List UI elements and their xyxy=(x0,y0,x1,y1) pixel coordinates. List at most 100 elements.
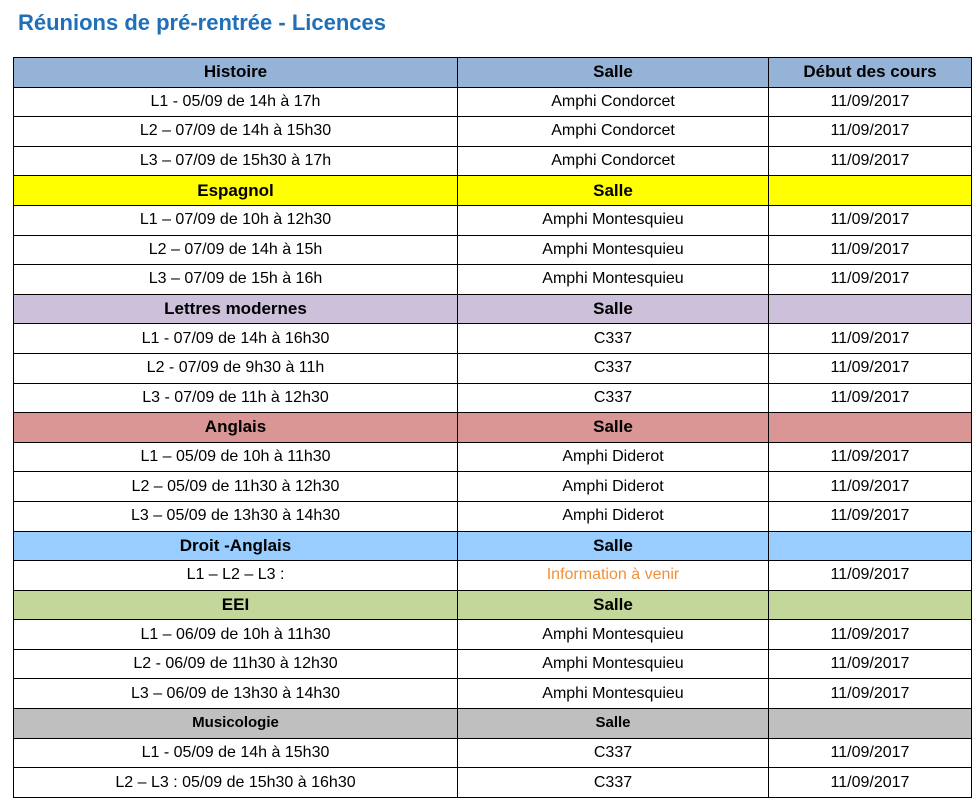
debut-header: Début des cours xyxy=(768,57,972,88)
salle-cell: C337 xyxy=(457,382,769,414)
table-row: L1 - 05/09 de 14h à 15h30 C337 11/09/201… xyxy=(13,737,972,769)
salle-header: Salle xyxy=(457,412,769,443)
salle-cell: C337 xyxy=(457,323,769,354)
debut-cell: 11/09/2017 xyxy=(768,86,972,118)
section-name: Lettres modernes xyxy=(13,293,458,325)
salle-header: Salle xyxy=(457,530,769,562)
section-name: Anglais xyxy=(13,412,458,443)
table-row: L3 – 07/09 de 15h30 à 17h Amphi Condorce… xyxy=(13,145,972,177)
slot-cell: L1 - 05/09 de 14h à 17h xyxy=(13,86,458,118)
section-header-droit-anglais: Droit -Anglais Salle xyxy=(13,530,972,562)
debut-cell: 11/09/2017 xyxy=(768,500,972,532)
section-header-eei: EEI Salle xyxy=(13,589,972,621)
section-name: Histoire xyxy=(13,57,458,88)
debut-cell: 11/09/2017 xyxy=(768,441,972,473)
salle-cell: Amphi Condorcet xyxy=(457,86,769,118)
slot-cell: L2 - 06/09 de 11h30 à 12h30 xyxy=(13,648,458,680)
section-header-lettres-modernes: Lettres modernes Salle xyxy=(13,293,972,325)
section-header-histoire: Histoire Salle Début des cours xyxy=(13,57,972,88)
slot-cell: L3 – 07/09 de 15h30 à 17h xyxy=(13,145,458,177)
debut-cell: 11/09/2017 xyxy=(768,145,972,177)
salle-pending-cell: Information à venir xyxy=(457,560,769,591)
debut-cell: 11/09/2017 xyxy=(768,648,972,680)
table-row: L1 – L2 – L3 : Information à venir 11/09… xyxy=(13,560,972,591)
slot-cell: L1 - 07/09 de 14h à 16h30 xyxy=(13,323,458,354)
section-header-espagnol: Espagnol Salle xyxy=(13,175,972,206)
debut-cell: 11/09/2017 xyxy=(768,619,972,650)
salle-cell: C337 xyxy=(457,767,769,798)
salle-header: Salle xyxy=(457,708,769,739)
salle-cell: C337 xyxy=(457,737,769,769)
table-row: L1 – 05/09 de 10h à 11h30 Amphi Diderot … xyxy=(13,441,972,473)
debut-cell: 11/09/2017 xyxy=(768,264,972,295)
salle-cell: Amphi Montesquieu xyxy=(457,234,769,266)
section-header-anglais: Anglais Salle xyxy=(13,412,972,443)
salle-cell: Amphi Condorcet xyxy=(457,116,769,147)
salle-cell: C337 xyxy=(457,352,769,384)
slot-cell: L2 – 07/09 de 14h à 15h xyxy=(13,234,458,266)
debut-cell: 11/09/2017 xyxy=(768,234,972,266)
slot-cell: L3 - 07/09 de 11h à 12h30 xyxy=(13,382,458,414)
table-row: L2 - 06/09 de 11h30 à 12h30 Amphi Montes… xyxy=(13,648,972,680)
slot-cell: L2 – 05/09 de 11h30 à 12h30 xyxy=(13,471,458,502)
slot-cell: L1 – 06/09 de 10h à 11h30 xyxy=(13,619,458,650)
slot-cell: L1 – L2 – L3 : xyxy=(13,560,458,591)
table-row: L2 – L3 : 05/09 de 15h30 à 16h30 C337 11… xyxy=(13,767,972,798)
section-name: EEI xyxy=(13,589,458,621)
salle-header: Salle xyxy=(457,175,769,206)
debut-header xyxy=(768,175,972,206)
debut-header xyxy=(768,412,972,443)
salle-header: Salle xyxy=(457,293,769,325)
salle-cell: Amphi Diderot xyxy=(457,441,769,473)
table-row: L1 – 07/09 de 10h à 12h30 Amphi Montesqu… xyxy=(13,204,972,236)
section-name: Musicologie xyxy=(13,708,458,739)
salle-cell: Amphi Diderot xyxy=(457,471,769,502)
table-row: L2 – 07/09 de 14h à 15h Amphi Montesquie… xyxy=(13,234,972,266)
section-name: Droit -Anglais xyxy=(13,530,458,562)
debut-header xyxy=(768,589,972,621)
debut-cell: 11/09/2017 xyxy=(768,352,972,384)
debut-cell: 11/09/2017 xyxy=(768,737,972,769)
salle-cell: Amphi Condorcet xyxy=(457,145,769,177)
slot-cell: L2 - 07/09 de 9h30 à 11h xyxy=(13,352,458,384)
salle-cell: Amphi Diderot xyxy=(457,500,769,532)
table-row: L3 – 05/09 de 13h30 à 14h30 Amphi Didero… xyxy=(13,500,972,532)
debut-header xyxy=(768,530,972,562)
salle-cell: Amphi Montesquieu xyxy=(457,619,769,650)
slot-cell: L1 – 07/09 de 10h à 12h30 xyxy=(13,204,458,236)
table-row: L3 – 06/09 de 13h30 à 14h30 Amphi Montes… xyxy=(13,678,972,710)
salle-cell: Amphi Montesquieu xyxy=(457,648,769,680)
debut-cell: 11/09/2017 xyxy=(768,471,972,502)
table-row: L2 – 05/09 de 11h30 à 12h30 Amphi Didero… xyxy=(13,471,972,502)
slot-cell: L1 – 05/09 de 10h à 11h30 xyxy=(13,441,458,473)
salle-cell: Amphi Montesquieu xyxy=(457,678,769,710)
slot-cell: L1 - 05/09 de 14h à 15h30 xyxy=(13,737,458,769)
section-header-musicologie: Musicologie Salle xyxy=(13,708,972,739)
slot-cell: L2 – 07/09 de 14h à 15h30 xyxy=(13,116,458,147)
slot-cell: L3 – 07/09 de 15h à 16h xyxy=(13,264,458,295)
table-row: L2 - 07/09 de 9h30 à 11h C337 11/09/2017 xyxy=(13,352,972,384)
debut-cell: 11/09/2017 xyxy=(768,560,972,591)
debut-cell: 11/09/2017 xyxy=(768,767,972,798)
debut-cell: 11/09/2017 xyxy=(768,678,972,710)
slot-cell: L2 – L3 : 05/09 de 15h30 à 16h30 xyxy=(13,767,458,798)
debut-cell: 11/09/2017 xyxy=(768,116,972,147)
debut-cell: 11/09/2017 xyxy=(768,204,972,236)
salle-cell: Amphi Montesquieu xyxy=(457,264,769,295)
salle-header: Salle xyxy=(457,57,769,88)
page-title: Réunions de pré-rentrée - Licences xyxy=(18,10,386,35)
salle-cell: Amphi Montesquieu xyxy=(457,204,769,236)
salle-header: Salle xyxy=(457,589,769,621)
table-row: L3 - 07/09 de 11h à 12h30 C337 11/09/201… xyxy=(13,382,972,414)
table-row: L3 – 07/09 de 15h à 16h Amphi Montesquie… xyxy=(13,264,972,295)
schedule-table: Histoire Salle Début des cours L1 - 05/0… xyxy=(13,57,972,798)
table-row: L1 - 07/09 de 14h à 16h30 C337 11/09/201… xyxy=(13,323,972,354)
slot-cell: L3 – 05/09 de 13h30 à 14h30 xyxy=(13,500,458,532)
table-row: L1 - 05/09 de 14h à 17h Amphi Condorcet … xyxy=(13,86,972,118)
section-name: Espagnol xyxy=(13,175,458,206)
debut-header xyxy=(768,293,972,325)
table-row: L1 – 06/09 de 10h à 11h30 Amphi Montesqu… xyxy=(13,619,972,650)
debut-header xyxy=(768,708,972,739)
debut-cell: 11/09/2017 xyxy=(768,323,972,354)
debut-cell: 11/09/2017 xyxy=(768,382,972,414)
